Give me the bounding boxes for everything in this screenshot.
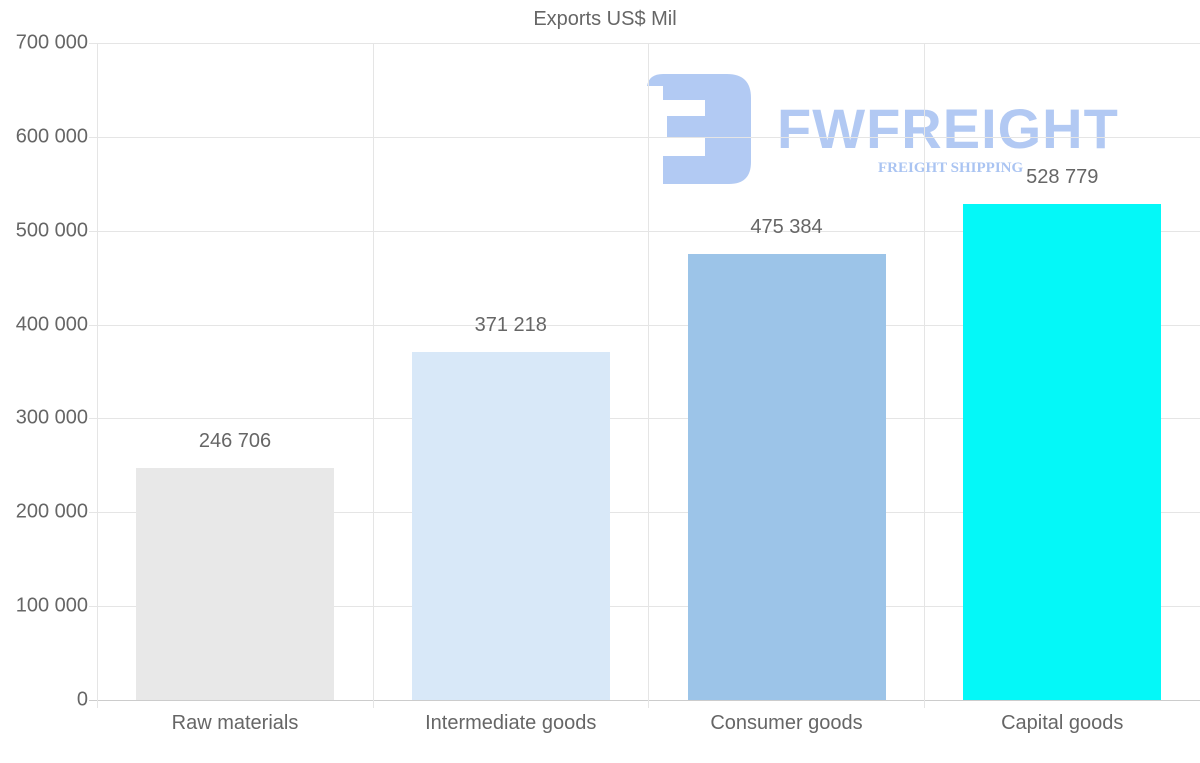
bar	[411, 351, 610, 700]
gridline	[89, 137, 1200, 138]
bar	[963, 203, 1162, 700]
y-axis-line	[97, 43, 98, 708]
y-tick-label: 100 000	[15, 594, 88, 617]
chart-title: Exports US$ Mil	[533, 8, 677, 30]
bar	[136, 468, 334, 700]
bar-value-label: 528 779	[1026, 165, 1099, 188]
y-tick-label: 600 000	[15, 125, 88, 148]
gridline	[89, 418, 1200, 419]
x-axis-line	[89, 700, 1200, 701]
bar	[687, 253, 886, 700]
gridline	[89, 325, 1200, 326]
bar-value-label: 371 218	[474, 313, 547, 336]
bar-value-label: 246 706	[198, 430, 272, 453]
gridline	[89, 43, 1200, 44]
gridline	[89, 606, 1200, 607]
gridline	[89, 512, 1200, 513]
gridline-vertical	[373, 43, 374, 708]
y-tick-label: 400 000	[15, 313, 88, 336]
y-tick-label: 700 000	[15, 31, 88, 54]
bar-value-label: 475 384	[750, 215, 823, 238]
y-tick-label: 200 000	[15, 500, 88, 523]
gridline-vertical	[924, 43, 925, 708]
x-tick-label: Raw materials	[171, 712, 299, 734]
x-tick-label: Capital goods	[1001, 712, 1124, 734]
gridline	[89, 231, 1200, 232]
x-tick-label: Consumer goods	[710, 712, 863, 734]
plot-area: 700 000 600 000 500 000 400 000 300 000 …	[16, 32, 1200, 711]
y-tick-label: 500 000	[15, 219, 88, 242]
x-tick-label: Intermediate goods	[425, 712, 597, 734]
gridline-vertical	[648, 43, 649, 708]
y-tick-label: 0	[76, 688, 88, 711]
y-tick-label: 300 000	[15, 406, 88, 429]
